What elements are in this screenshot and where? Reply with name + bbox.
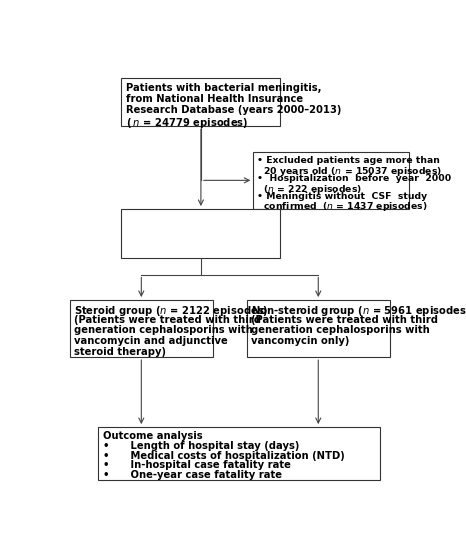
Text: 20 years old ($n$ = 15037 episodes): 20 years old ($n$ = 15037 episodes) [257,165,442,178]
Text: from National Health Insurance: from National Health Insurance [126,94,303,104]
Text: Non-steroid group ($n$ = 5961 episodes): Non-steroid group ($n$ = 5961 episodes) [251,304,466,318]
FancyBboxPatch shape [122,78,281,126]
Text: ( $n$ = 24779 episodes): ( $n$ = 24779 episodes) [126,116,249,130]
Text: • Meningitis without  CSF  study: • Meningitis without CSF study [257,191,427,201]
Text: Patients with bacterial meningitis,: Patients with bacterial meningitis, [126,83,322,93]
Text: (Patients were treated with third: (Patients were treated with third [251,315,438,325]
FancyBboxPatch shape [98,427,380,480]
Text: ($n$ = 222 episodes): ($n$ = 222 episodes) [257,183,362,196]
Text: (Patients were treated with third: (Patients were treated with third [74,315,260,325]
Text: Outcome analysis: Outcome analysis [103,431,202,441]
Text: • Excluded patients age more than: • Excluded patients age more than [257,156,440,165]
Text: •  Hospitalization  before  year  2000: • Hospitalization before year 2000 [257,174,451,183]
FancyBboxPatch shape [247,300,390,357]
FancyBboxPatch shape [70,300,212,357]
Text: generation cephalosporins with: generation cephalosporins with [74,326,253,336]
Text: •      One-year case fatality rate: • One-year case fatality rate [103,470,281,480]
Text: confirmed  ($n$ = 1437 episodes): confirmed ($n$ = 1437 episodes) [257,200,427,213]
Text: Research Database (years 2000–2013): Research Database (years 2000–2013) [126,105,342,115]
Text: steroid therapy): steroid therapy) [74,346,165,356]
Text: generation cephalosporins with: generation cephalosporins with [251,326,429,336]
Text: •      Length of hospital stay (days): • Length of hospital stay (days) [103,441,299,451]
Text: vancomycin only): vancomycin only) [251,336,349,346]
Text: •      Medical costs of hospitalization (NTD): • Medical costs of hospitalization (NTD) [103,451,344,461]
FancyBboxPatch shape [122,209,281,257]
Text: •      In-hospital case fatality rate: • In-hospital case fatality rate [103,460,290,470]
Text: Steroid group ($n$ = 2122 episodes): Steroid group ($n$ = 2122 episodes) [74,304,268,318]
FancyBboxPatch shape [254,152,409,209]
Text: vancomycin and adjunctive: vancomycin and adjunctive [74,336,227,346]
